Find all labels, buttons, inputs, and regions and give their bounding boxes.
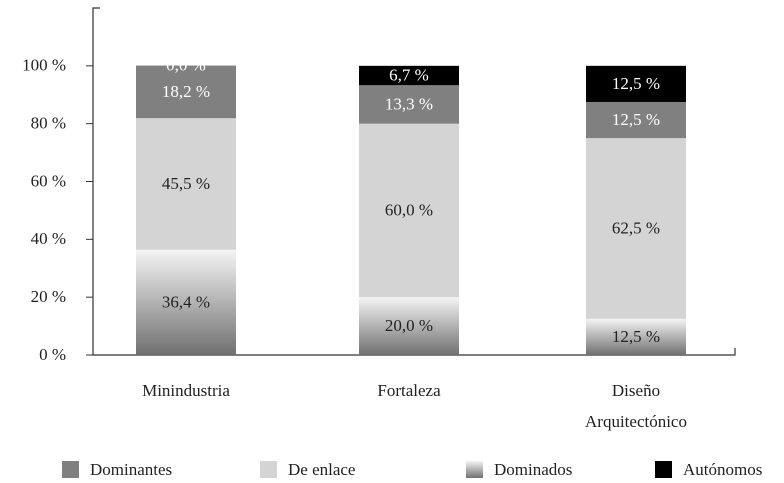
bar-segment [359,85,459,124]
bar-segment [586,101,686,139]
y-tick-label: 20 % [31,287,66,306]
legend-swatch [260,461,277,478]
bar-segment [136,118,236,250]
legend-swatch [62,461,79,478]
legend-swatch [466,461,483,478]
x-tick-label: Fortaleza [377,381,441,400]
value-label: 60,0 % [385,200,433,219]
value-label: 12,5 % [612,74,660,93]
y-tick-label: 60 % [31,171,66,190]
bar-segment [586,138,686,319]
value-label: 20,0 % [385,316,433,335]
value-label: 6,7 % [389,65,429,84]
value-label: 12,5 % [612,327,660,346]
x-tick-label: Diseño Arquitectónico [585,381,687,431]
legend-label: Dominantes [90,460,172,479]
bar-segment [359,297,459,355]
legend-label: Dominados [494,460,572,479]
value-label: 18,2 % [162,82,210,101]
y-tick-label: 100 % [22,56,66,75]
x-tick-label: Minindustria [142,381,230,400]
legend-label: Autónomos [683,460,762,479]
value-label: 36,4 % [162,292,210,311]
value-label: 13,3 % [385,94,433,113]
value-label: 12,5 % [612,110,660,129]
bar-segment [359,123,459,298]
y-tick-label: 80 % [31,114,66,133]
y-tick-label: 40 % [31,229,66,248]
legend-swatch [655,461,672,478]
y-tick-label: 0 % [39,345,66,364]
bar-segment [586,318,686,355]
bar-segment [359,65,459,86]
value-label: 45,5 % [162,174,210,193]
legend-label: De enlace [288,460,355,479]
value-label: 62,5 % [612,218,660,237]
value-label: 0,0 % [166,55,206,74]
bar-segment [136,249,236,355]
bar-segment [586,65,686,102]
bar-segment [136,65,236,119]
